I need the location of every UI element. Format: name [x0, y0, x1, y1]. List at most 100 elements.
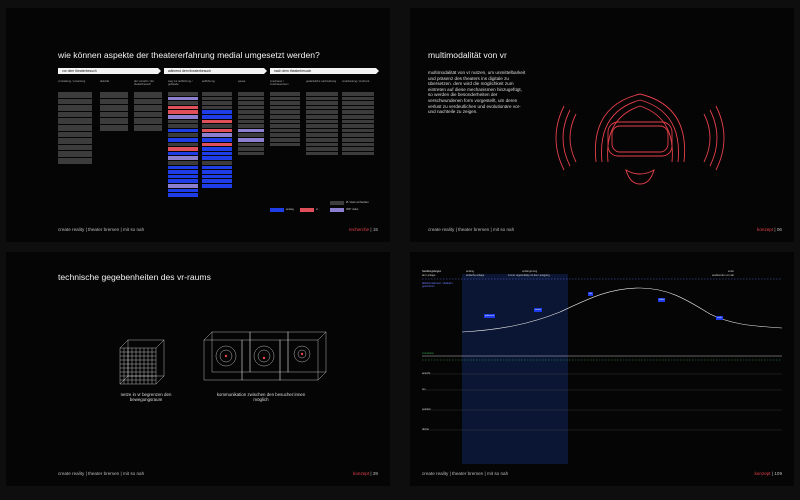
row-label: ton — [422, 388, 426, 391]
legend-label: analog — [286, 208, 294, 211]
footer: create reality | theater bremen | mit so… — [58, 471, 145, 476]
net-cube-illustration — [119, 339, 165, 385]
matrix-block — [270, 92, 300, 96]
matrix-block — [168, 142, 198, 147]
matrix-block — [342, 124, 374, 128]
matrix-block — [58, 138, 92, 144]
page-num: | 15 — [370, 227, 378, 232]
matrix-block — [134, 105, 162, 111]
row-label: position — [422, 408, 431, 411]
matrix-block — [270, 105, 300, 110]
matrix-block — [202, 142, 232, 147]
matrix-block — [202, 161, 232, 165]
matrix-block — [306, 105, 338, 110]
matrix-block — [202, 124, 232, 128]
headset-goggles-icon — [607, 121, 673, 157]
matrix-block — [306, 151, 338, 156]
matrix-block — [306, 128, 338, 133]
section-label: recherche — [348, 227, 370, 232]
matrix-block — [270, 133, 300, 138]
matrix-block — [58, 92, 92, 98]
matrix-block — [202, 147, 232, 151]
matrix-block — [342, 105, 374, 110]
row-label: dichte — [422, 428, 429, 431]
footer: create reality | theater bremen | mit so… — [428, 227, 515, 232]
caption-communication: kommunikation zwischen den besucher:inne… — [216, 392, 306, 403]
matrix-block — [202, 184, 232, 188]
matrix-block — [168, 161, 198, 165]
phase-sub: einfache anlage — [466, 274, 485, 277]
legend-swatch-always — [330, 201, 344, 206]
matrix-block — [306, 119, 338, 124]
col-header: verarbeitung / eindruck — [342, 80, 370, 83]
phase-before: vor dem theaterbesuch — [58, 68, 161, 74]
page-number: konzept | 109 — [754, 471, 782, 476]
phase-label: ende — [728, 270, 734, 273]
matrix-block — [342, 133, 374, 138]
matrix-block — [202, 96, 232, 101]
matrix-block — [168, 156, 198, 161]
matrix-block — [58, 158, 92, 164]
matrix-block — [168, 151, 198, 156]
row-label: interaktion — [422, 352, 434, 355]
col-header: der vorsicht / der theaterbesuch — [134, 80, 155, 87]
matrix-block — [100, 111, 128, 118]
timeline-event: effekt — [658, 298, 666, 302]
sound-wave-right-icon — [703, 105, 725, 171]
matrix-block — [342, 142, 374, 147]
col-header: vorstellung / erwartung — [58, 80, 86, 83]
matrix-block — [202, 92, 232, 96]
matrix-block — [168, 101, 198, 105]
matrix-block — [134, 92, 162, 98]
matrix-block — [168, 133, 198, 138]
matrix-block — [168, 184, 198, 188]
matrix-block — [342, 101, 374, 105]
visitor-marker — [224, 354, 228, 358]
phase-after: nach dem theaterbesuch — [270, 68, 379, 74]
left-notes: fallinformationen / abläufe / geschehen — [422, 282, 454, 289]
phase-sub: immer regelmäßig mit dem ausgang — [508, 274, 550, 277]
matrix-block — [270, 124, 300, 128]
body-text: multimodalität von vr nutzen, um unmitte… — [428, 70, 526, 115]
matrix-block — [134, 125, 162, 131]
phase-label: anfang — [466, 270, 474, 273]
matrix-block — [306, 115, 338, 119]
sound-wave-left-icon — [555, 105, 577, 171]
caption-net: netze in vr begrenzen den bewegungsraum — [120, 392, 172, 403]
mouth-icon — [625, 169, 655, 185]
matrix-block — [238, 147, 264, 151]
matrix-block — [202, 138, 232, 142]
matrix-block — [202, 110, 232, 115]
matrix-block — [238, 138, 264, 142]
col-header: aufführung — [202, 80, 215, 83]
row-header: handlungsbogen — [422, 270, 442, 273]
slide-recherche: wie können aspekte der theatererfahrung … — [6, 8, 390, 242]
matrix-block — [238, 101, 264, 105]
vr-headset-illustration — [555, 93, 725, 185]
matrix-block — [238, 105, 264, 110]
matrix-block — [202, 119, 232, 124]
matrix-block — [134, 118, 162, 125]
timeline-highlight-column — [462, 274, 568, 464]
page-num: | 06 — [774, 227, 782, 232]
section-label: konzept — [353, 471, 370, 476]
footer: create reality | theater bremen | mit so… — [422, 471, 509, 476]
matrix-block — [168, 110, 198, 115]
matrix-block — [202, 133, 232, 138]
phase-during: während dem theaterbesuch — [164, 68, 267, 74]
legend-label: 360° video — [346, 208, 359, 211]
col-header: gedankliche nachwirkung — [306, 80, 337, 83]
section-label: konzept — [757, 227, 774, 232]
matrix-block — [342, 147, 374, 151]
col-header: zuschauer / zuschauerraum — [270, 80, 289, 87]
matrix-block — [270, 128, 300, 133]
matrix-block — [202, 151, 232, 156]
matrix-block — [238, 151, 264, 156]
matrix-block — [168, 128, 198, 133]
matrix-block — [270, 142, 300, 147]
matrix-block — [202, 156, 232, 161]
matrix-block — [202, 105, 232, 110]
slide-title: technische gegebenheiten des vr-raums — [58, 272, 211, 282]
tension-curve — [422, 278, 783, 431]
matrix-block — [100, 125, 128, 131]
